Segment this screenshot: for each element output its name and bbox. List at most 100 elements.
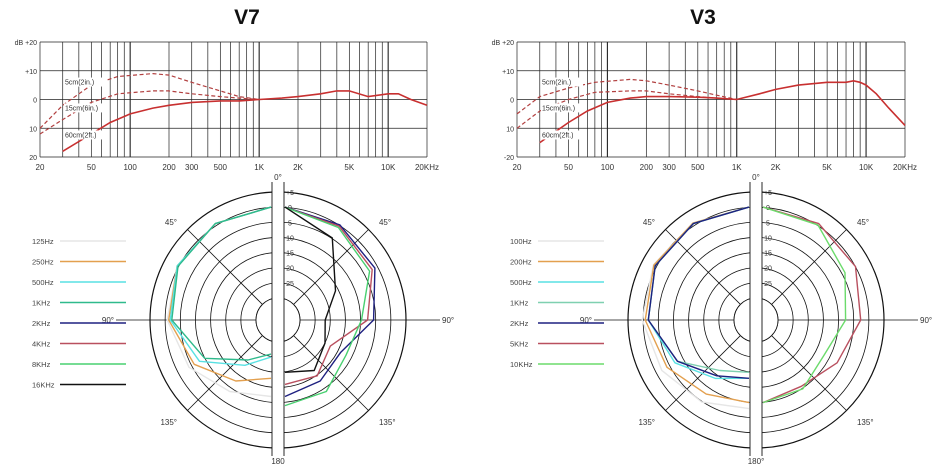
radial-scale-label: 5 xyxy=(766,220,770,227)
radial-scale-label: 10 xyxy=(764,235,772,242)
legend-label-1khz: 1KHz xyxy=(510,299,529,308)
angle-label: 90° xyxy=(920,316,932,325)
angle-label: 0° xyxy=(752,173,760,182)
curve-label: 60cm(2ft.) xyxy=(542,132,574,139)
y-tick-label: +10 xyxy=(25,69,37,76)
x-tick-label: 300 xyxy=(662,163,676,172)
y-tick-label: 20 xyxy=(29,155,37,162)
legend-label-2khz: 2KHz xyxy=(510,319,529,328)
y-tick-label: dB +20 xyxy=(15,40,37,47)
series-line-5cm-2in xyxy=(39,72,260,129)
polar-split-band xyxy=(750,182,762,458)
polar-spoke xyxy=(293,229,369,305)
curve-label-backing xyxy=(64,103,106,113)
x-tick-label: 10K xyxy=(381,163,396,172)
curve-label-backing xyxy=(541,103,583,113)
y-tick-label: 0 xyxy=(33,98,37,105)
angle-label: 90° xyxy=(102,316,114,325)
radial-scale-label: 25 xyxy=(286,281,294,288)
v7-polar-pattern-chart: +505101520250°45°90°135°180135°90°45°125… xyxy=(32,173,454,464)
x-tick-label: 200 xyxy=(640,163,654,172)
legend-label-200hz: 200Hz xyxy=(510,258,532,267)
curve-label: 60cm(2ft.) xyxy=(65,132,97,139)
y-tick-label: dB +20 xyxy=(492,40,514,47)
angle-label: 90° xyxy=(580,316,592,325)
angle-label: 0° xyxy=(274,173,282,182)
angle-label: 135° xyxy=(857,418,874,427)
x-tick-label: 100 xyxy=(601,163,615,172)
angle-label: 180° xyxy=(748,457,765,464)
angle-label: 45° xyxy=(165,218,177,227)
legend-label-1khz: 1KHz xyxy=(32,299,51,308)
angle-label: 135° xyxy=(160,418,177,427)
radial-scale-label: 15 xyxy=(764,251,772,258)
curve-label-backing xyxy=(541,77,583,87)
radial-scale-label: 20 xyxy=(286,266,294,273)
legend-label-16khz: 16KHz xyxy=(32,381,55,390)
series-line-60cm-2ft xyxy=(539,79,906,144)
legend-label-8khz: 8KHz xyxy=(32,360,51,369)
legend-label-5khz: 5KHz xyxy=(510,340,529,349)
polar-spoke xyxy=(665,229,741,305)
y-tick-label: 0 xyxy=(510,98,514,105)
polar-spoke xyxy=(293,335,369,411)
angle-label: 135° xyxy=(379,418,396,427)
polar-series-10khz xyxy=(762,206,847,404)
radial-scale-label: 25 xyxy=(764,281,772,288)
x-tick-label: 5K xyxy=(822,163,832,172)
curve-label: 15cm(6in.) xyxy=(542,105,575,112)
radial-scale-label: 10 xyxy=(286,235,294,242)
chart-title: V7 xyxy=(234,6,260,29)
x-tick-label: 200 xyxy=(162,163,176,172)
legend-label-500hz: 500Hz xyxy=(32,278,54,287)
polar-series-125hz xyxy=(166,206,272,398)
angle-label: 45° xyxy=(379,218,391,227)
x-tick-label: 500 xyxy=(214,163,228,172)
legend-label-10khz: 10KHz xyxy=(510,360,533,369)
polar-series-4khz xyxy=(284,206,373,386)
x-tick-label: 20KHz xyxy=(415,163,439,172)
angle-label: 90° xyxy=(442,316,454,325)
polar-spoke xyxy=(187,335,263,411)
series-line-60cm-2ft xyxy=(62,90,428,152)
curve-label-backing xyxy=(541,130,583,140)
polar-series-8khz xyxy=(284,206,371,407)
radial-scale-label: 15 xyxy=(286,251,294,258)
legend-label-100hz: 100Hz xyxy=(510,237,532,246)
radial-scale-label: 20 xyxy=(764,266,772,273)
x-tick-label: 2K xyxy=(293,163,303,172)
x-tick-label: 20KHz xyxy=(893,163,917,172)
x-tick-label: 1K xyxy=(254,163,264,172)
x-tick-label: 5K xyxy=(344,163,354,172)
y-tick-label: 10 xyxy=(29,126,37,133)
x-tick-label: 300 xyxy=(185,163,199,172)
legend-label-4khz: 4KHz xyxy=(32,340,51,349)
angle-label: 180 xyxy=(271,457,285,464)
x-tick-label: 20 xyxy=(36,163,45,172)
v3-polar-pattern-chart: +505101520250°45°90°135°180°135°90°45°10… xyxy=(510,173,932,464)
series-line-15cm-6in xyxy=(516,90,737,129)
series-line-15cm-6in xyxy=(39,90,260,135)
polar-series-16khz xyxy=(284,206,337,373)
y-tick-label: -20 xyxy=(504,155,514,162)
x-tick-label: 100 xyxy=(123,163,137,172)
radial-scale-label: 5 xyxy=(288,220,292,227)
polar-series-500hz xyxy=(647,206,750,380)
x-tick-label: 1K xyxy=(732,163,742,172)
polar-split-band xyxy=(272,182,284,458)
legend-label-2khz: 2KHz xyxy=(32,319,51,328)
legend-label-250hz: 250Hz xyxy=(32,258,54,267)
angle-label: 45° xyxy=(643,218,655,227)
polar-series-200hz xyxy=(644,206,750,404)
angle-label: 135° xyxy=(638,418,655,427)
x-tick-label: 2K xyxy=(771,163,781,172)
curve-label: 15cm(6in.) xyxy=(65,105,98,112)
angle-label: 45° xyxy=(857,218,869,227)
polar-spoke xyxy=(771,229,847,305)
polar-spoke xyxy=(771,335,847,411)
polar-series-5khz xyxy=(762,206,862,404)
curve-label: 5cm(2in.) xyxy=(65,80,94,87)
